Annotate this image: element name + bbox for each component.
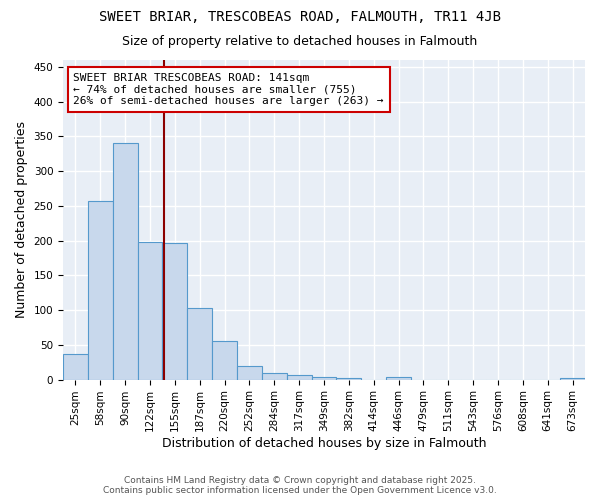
Bar — [63, 354, 88, 380]
Text: Contains HM Land Registry data © Crown copyright and database right 2025.
Contai: Contains HM Land Registry data © Crown c… — [103, 476, 497, 495]
Bar — [337, 378, 361, 380]
Bar — [262, 372, 287, 380]
Bar — [237, 366, 262, 380]
Bar — [163, 242, 187, 380]
Bar — [187, 308, 212, 380]
Bar — [137, 242, 163, 380]
Text: SWEET BRIAR, TRESCOBEAS ROAD, FALMOUTH, TR11 4JB: SWEET BRIAR, TRESCOBEAS ROAD, FALMOUTH, … — [99, 10, 501, 24]
Y-axis label: Number of detached properties: Number of detached properties — [15, 122, 28, 318]
Bar — [212, 342, 237, 380]
Bar — [311, 377, 337, 380]
Bar — [113, 144, 137, 380]
X-axis label: Distribution of detached houses by size in Falmouth: Distribution of detached houses by size … — [162, 437, 486, 450]
Bar — [386, 377, 411, 380]
Bar — [287, 374, 311, 380]
Bar — [88, 201, 113, 380]
Text: Size of property relative to detached houses in Falmouth: Size of property relative to detached ho… — [122, 35, 478, 48]
Bar — [560, 378, 585, 380]
Text: SWEET BRIAR TRESCOBEAS ROAD: 141sqm
← 74% of detached houses are smaller (755)
2: SWEET BRIAR TRESCOBEAS ROAD: 141sqm ← 74… — [73, 73, 384, 106]
